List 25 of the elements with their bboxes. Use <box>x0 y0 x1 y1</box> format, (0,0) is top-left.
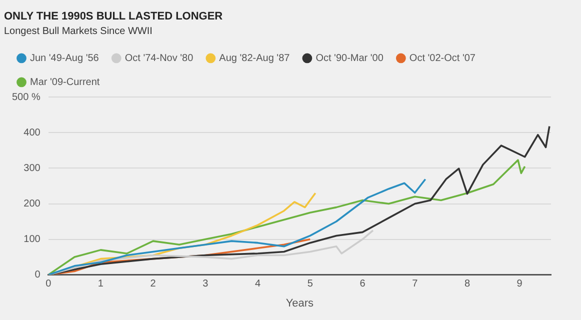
legend-label: Mar '09-Current <box>30 76 100 88</box>
x-axis-title: Years <box>286 297 314 310</box>
x-tick-label: 0 <box>46 278 52 290</box>
legend-label: Oct '90-Mar '00 <box>316 52 384 64</box>
y-tick-label: 0 <box>34 270 41 281</box>
chart-title: ONLY THE 1990S BULL LASTED LONGER <box>4 10 223 23</box>
legend-label: Aug '82-Aug '87 <box>219 52 290 64</box>
x-tick-label: 8 <box>464 278 470 290</box>
legend-label: Oct '02-Oct '07 <box>409 52 476 64</box>
y-tick-label: 500 % <box>12 92 40 103</box>
legend-label: Oct '74-Nov '80 <box>124 52 194 64</box>
x-tick-label: 5 <box>307 278 314 290</box>
x-tick-label: 6 <box>360 278 366 290</box>
x-tick-label: 4 <box>255 278 262 290</box>
x-tick-label: 7 <box>412 278 418 290</box>
chart-subtitle: Longest Bull Markets Since WWII <box>4 26 152 37</box>
y-tick-label: 300 <box>24 162 41 174</box>
x-tick-label: 3 <box>202 278 209 290</box>
y-tick-label: 400 <box>24 127 41 138</box>
y-tick-label: 200 <box>24 198 41 210</box>
legend-label: Jun '49-Aug '56 <box>30 52 100 64</box>
x-tick-label: 1 <box>98 278 104 290</box>
y-tick-label: 100 <box>24 234 41 246</box>
x-tick-label: 2 <box>150 278 156 290</box>
x-tick-label: 9 <box>516 278 523 290</box>
